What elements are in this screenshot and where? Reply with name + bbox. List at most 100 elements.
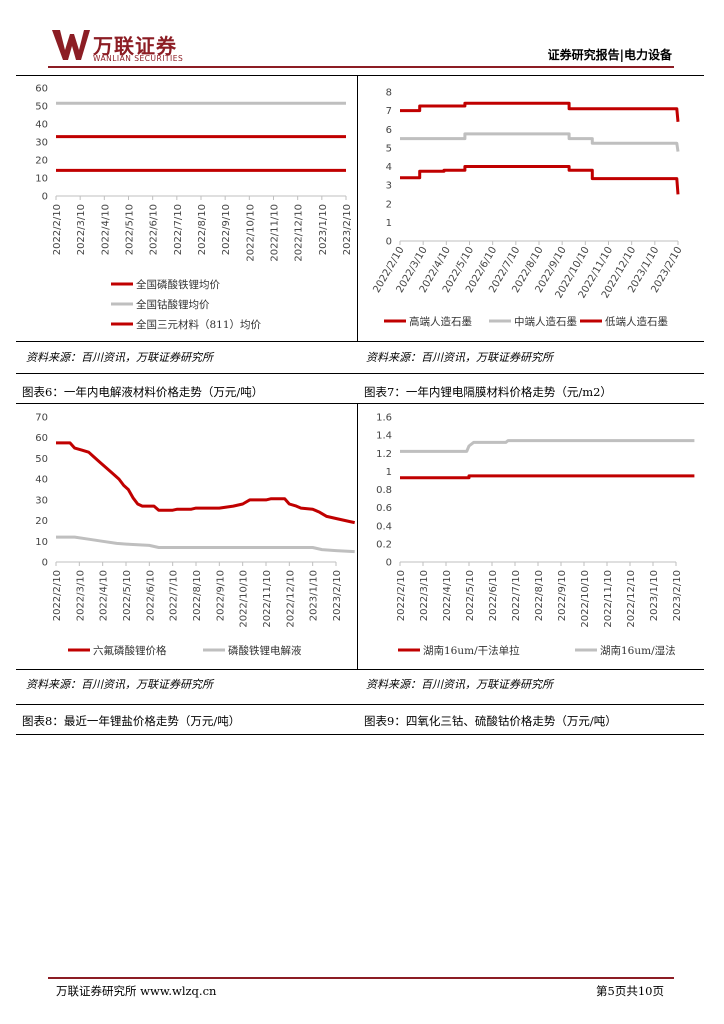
legend-label: 全国三元材料（811）均价 — [136, 318, 262, 331]
x-tick-label: 2022/5/10 — [465, 570, 476, 621]
frame-divider — [357, 403, 358, 669]
y-tick-label: 20 — [35, 156, 48, 167]
y-tick-label: 40 — [35, 120, 48, 131]
x-tick-label: 2022/12/10 — [294, 204, 305, 262]
x-tick-label: 2022/6/10 — [145, 570, 156, 621]
legend-label: 中端人造石墨 — [514, 315, 577, 328]
y-tick-label: 1.2 — [376, 449, 392, 460]
series-line — [400, 132, 680, 152]
figure-caption: 图表6：一年内电解液材料价格走势（万元/吨） — [22, 385, 264, 399]
chart-graphite-prices: 0123456782022/2/102022/3/102022/4/102022… — [371, 88, 684, 329]
x-tick-label: 2022/4/10 — [99, 570, 110, 621]
y-tick-label: 50 — [35, 454, 48, 465]
x-tick-label: 2022/7/10 — [169, 570, 180, 621]
x-tick-label: 2022/2/10 — [396, 570, 407, 621]
figure-caption: 图表9：四氧化三钴、硫酸钴价格走势（万元/吨） — [364, 714, 617, 728]
y-tick-label: 10 — [35, 537, 48, 548]
x-tick-label: 2022/6/10 — [488, 570, 499, 621]
x-tick-label: 2023/1/10 — [318, 204, 329, 255]
legend-label: 六氟磷酸锂价格 — [93, 644, 167, 657]
y-tick-label: 10 — [35, 174, 48, 185]
x-tick-label: 2022/6/10 — [149, 204, 160, 255]
figure-caption: 图表8：最近一年锂盐价格走势（万元/吨） — [22, 714, 241, 728]
x-tick-label: 2022/10/10 — [580, 570, 591, 628]
y-tick-label: 30 — [35, 495, 48, 506]
chart-electrolyte-prices: 0 10 20 30 40 50 60 70 2022/2/10 2022/3/10 2022/4/… — [35, 413, 356, 657]
y-tick-label: 70 — [35, 413, 48, 424]
x-tick-label: 2022/11/10 — [603, 570, 614, 628]
legend-label: 湖南16um/湿法 — [600, 644, 676, 657]
page-number: 第5页共10页 — [596, 984, 664, 998]
series-line — [56, 441, 356, 525]
report-type: 证券研究报告|电力设备 — [547, 48, 672, 62]
x-tick-label: 2022/2/10 — [52, 570, 63, 621]
y-tick-label: 0.6 — [376, 503, 392, 514]
y-tick-label: 0.8 — [376, 485, 392, 496]
x-tick-label: 2023/1/10 — [309, 570, 320, 621]
x-tick-label: 2022/3/10 — [419, 570, 430, 621]
y-tick-label: 0 — [386, 237, 392, 248]
x-tick-label: 2022/7/10 — [511, 570, 522, 621]
series-line — [56, 535, 355, 554]
source-note: 资料来源：百川资讯，万联证券研究所 — [366, 678, 553, 691]
footer-brand: 万联证券研究所 www.wlzq.cn — [56, 984, 217, 998]
y-tick-label: 20 — [35, 516, 48, 527]
y-tick-label: 0 — [42, 192, 48, 203]
frame-rule — [16, 704, 704, 705]
x-tick-label: 2022/4/10 — [442, 570, 453, 621]
chart-separator-prices: 0 0.2 0.4 0.6 0.8 1 1.2 1.4 1.6 2022/2/10 2022/3/1… — [376, 413, 695, 657]
x-tick-label: 2022/9/10 — [557, 570, 568, 621]
y-tick-label: 40 — [35, 475, 48, 486]
source-note: 资料来源：百川资讯，万联证券研究所 — [366, 351, 553, 364]
x-tick-label: 2022/9/10 — [221, 204, 232, 255]
frame-rule — [16, 669, 704, 670]
x-tick-label: 2022/10/10 — [239, 570, 250, 628]
x-tick-label: 2022/2/10 — [52, 204, 63, 255]
y-tick-label: 0 — [42, 558, 48, 569]
x-tick-label: 2022/5/10 — [125, 204, 136, 255]
figure-caption: 图表7：一年内锂电隔膜材料价格走势（元/m2） — [364, 385, 612, 399]
x-tick-label: 2023/2/10 — [342, 204, 353, 255]
series-line — [400, 165, 680, 195]
y-tick-label: 0 — [386, 558, 392, 569]
legend-label: 高端人造石墨 — [409, 315, 472, 328]
x-tick-label: 2023/2/10 — [672, 570, 683, 621]
footer-divider — [48, 977, 674, 979]
x-tick-label: 2022/11/10 — [262, 570, 273, 628]
legend-label: 低端人造石墨 — [605, 315, 668, 328]
x-tick-label: 2022/8/10 — [534, 570, 545, 621]
y-tick-label: 7 — [386, 106, 392, 117]
source-note: 资料来源：百川资讯，万联证券研究所 — [26, 678, 213, 691]
y-tick-label: 50 — [35, 102, 48, 113]
frame-divider — [357, 75, 358, 341]
brand-name: 万联证券 — [93, 34, 177, 58]
y-tick-label: 1.4 — [376, 431, 392, 442]
frame-rule — [16, 341, 704, 342]
legend-label: 全国磷酸铁锂均价 — [136, 278, 220, 291]
y-tick-label: 4 — [386, 162, 392, 173]
y-tick-label: 2 — [386, 199, 392, 210]
y-tick-label: 0.4 — [376, 521, 392, 532]
header-divider — [48, 66, 674, 68]
y-tick-label: 1 — [386, 218, 392, 229]
frame-top-rule — [16, 75, 704, 76]
x-tick-label: 2022/7/10 — [173, 204, 184, 255]
series-line — [400, 439, 695, 453]
y-tick-label: 8 — [386, 88, 392, 99]
chart-cathode-prices: 0 10 20 30 40 50 60 2022/2/10 2022/3/10 2022/4/10… — [35, 84, 353, 332]
series-line — [400, 101, 680, 122]
series-line — [400, 474, 695, 480]
y-tick-label: 60 — [35, 433, 48, 444]
y-tick-label: 30 — [35, 138, 48, 149]
x-tick-label: 2022/9/10 — [215, 570, 226, 621]
x-tick-label: 2022/12/10 — [285, 570, 296, 628]
legend-label: 湖南16um/干法单拉 — [423, 644, 520, 657]
y-tick-label: 60 — [35, 84, 48, 95]
y-tick-label: 5 — [386, 143, 392, 154]
x-tick-label: 2022/10/10 — [245, 204, 256, 262]
legend-label: 全国钴酸锂均价 — [136, 298, 210, 311]
frame-rule — [16, 373, 704, 374]
y-tick-label: 3 — [386, 181, 392, 192]
y-tick-label: 6 — [386, 125, 392, 136]
frame-rule — [16, 403, 704, 404]
